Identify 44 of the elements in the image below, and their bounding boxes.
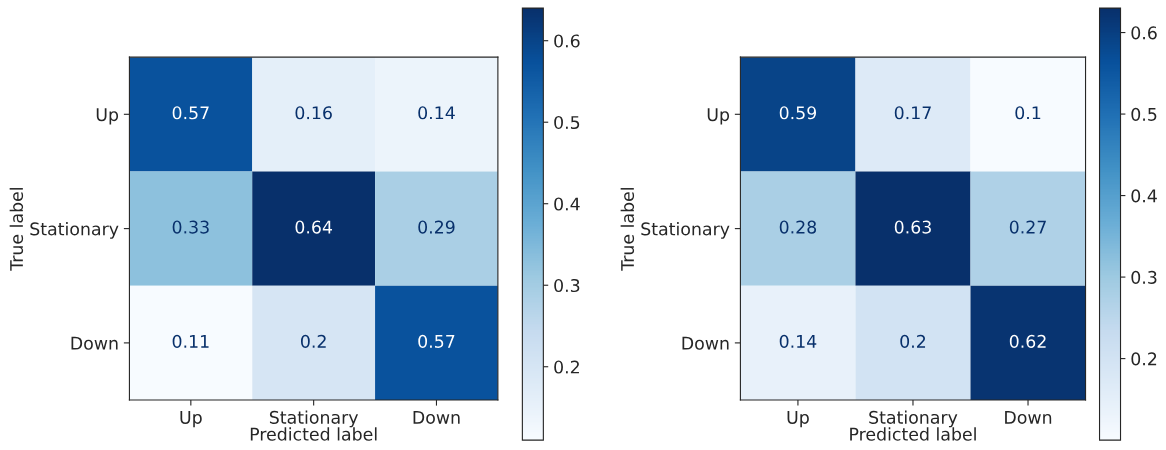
color-bar-label: 0.4 <box>1131 189 1157 203</box>
data-label: 0.14 <box>418 106 455 120</box>
y-tick-label: Down <box>682 336 729 350</box>
color-bar-label: 0.5 <box>554 115 580 130</box>
y-tick-label: Stationary <box>30 222 119 239</box>
y-axis-title: True label <box>620 188 635 271</box>
data-label: 0.17 <box>894 106 931 120</box>
data-label: 0.2 <box>900 334 926 348</box>
x-tick-label: Up <box>787 411 809 428</box>
color-bar-label: 0.6 <box>1131 26 1157 40</box>
data-label: 0.29 <box>418 220 455 234</box>
data-label: 0.14 <box>779 334 817 348</box>
color-bar-label: 0.2 <box>554 360 579 374</box>
data-label: 0.1 <box>1015 106 1041 120</box>
x-tick-label: Down <box>1005 411 1052 424</box>
color-bar-label: 0.4 <box>554 197 580 211</box>
data-label: 0.2 <box>300 334 326 348</box>
data-label: 0.62 <box>1009 334 1046 348</box>
data-label: 0.57 <box>172 106 209 120</box>
x-tick-label: Up <box>180 411 202 428</box>
color-bar-label: 0.3 <box>1131 270 1157 284</box>
data-label: 0.64 <box>295 220 333 234</box>
color-bar-label: 0.6 <box>554 34 580 48</box>
x-tick-label: Stationary <box>269 410 359 428</box>
data-label: 0.28 <box>779 220 817 234</box>
color-bar-label: 0.3 <box>554 278 580 293</box>
data-label: 0.11 <box>172 334 209 348</box>
x-tick-label: Stationary <box>869 410 958 428</box>
y-tick-label: Down <box>71 336 118 350</box>
data-label: 0.63 <box>894 220 931 234</box>
y-tick-label: Up <box>96 108 119 125</box>
x-axis-title: Predicted label <box>250 427 377 441</box>
color-bar-label: 0.2 <box>1131 352 1157 366</box>
data-label: 0.27 <box>1009 220 1046 234</box>
y-tick-label: Stationary <box>641 222 730 239</box>
data-label: 0.59 <box>779 106 817 120</box>
x-axis-title: Predicted label <box>850 427 976 441</box>
data-label: 0.16 <box>295 106 332 120</box>
y-axis-title: True label <box>9 188 24 271</box>
color-bar-label: 0.5 <box>1131 107 1157 121</box>
x-tick-label: Down <box>413 411 460 424</box>
data-label: 0.33 <box>172 220 209 234</box>
data-label: 0.57 <box>418 334 455 348</box>
y-tick-label: Up <box>707 108 730 125</box>
